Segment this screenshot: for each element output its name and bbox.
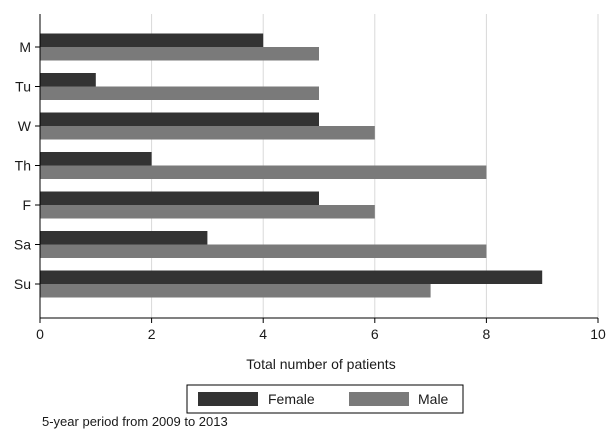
y-tick-label-W: W	[18, 118, 32, 134]
x-tick-label-6: 6	[371, 326, 379, 342]
x-tick-label-10: 10	[590, 326, 606, 342]
y-tick-labels: M Tu W Th F Sa Su	[14, 39, 40, 292]
bar-female-F	[40, 191, 319, 205]
legend-swatch-male	[349, 392, 409, 406]
bar-male-M	[40, 47, 319, 61]
x-tick-label-0: 0	[36, 326, 44, 342]
y-tick-label-Sa: Sa	[14, 237, 31, 253]
bar-male-Su	[40, 284, 431, 298]
bar-male-Tu	[40, 86, 319, 100]
x-tick-labels: 0 2 4 6 8 10	[36, 318, 606, 342]
y-tick-label-Th: Th	[15, 158, 31, 174]
legend-swatch-female	[198, 392, 258, 406]
bar-male-F	[40, 205, 375, 219]
bar-female-Sa	[40, 231, 208, 245]
x-tick-label-4: 4	[259, 326, 267, 342]
bar-female-Tu	[40, 73, 96, 87]
y-tick-label-Tu: Tu	[15, 79, 31, 95]
bar-male-Sa	[40, 244, 487, 258]
bar-female-W	[40, 112, 319, 126]
bar-female-Th	[40, 152, 152, 166]
y-tick-label-F: F	[22, 197, 31, 213]
legend-label-male: Male	[418, 391, 449, 407]
y-tick-label-M: M	[19, 39, 31, 55]
x-axis-title: Total number of patients	[246, 356, 395, 372]
bar-female-M	[40, 33, 264, 47]
bars	[40, 33, 543, 298]
legend-label-female: Female	[268, 391, 315, 407]
x-tick-label-8: 8	[483, 326, 491, 342]
x-tick-label-2: 2	[148, 326, 156, 342]
footnote: 5-year period from 2009 to 2013	[42, 414, 228, 429]
legend: Female Male	[186, 384, 464, 414]
bar-male-Th	[40, 165, 487, 179]
bar-female-Su	[40, 270, 543, 284]
y-tick-label-Su: Su	[14, 276, 31, 292]
bar-male-W	[40, 126, 375, 140]
